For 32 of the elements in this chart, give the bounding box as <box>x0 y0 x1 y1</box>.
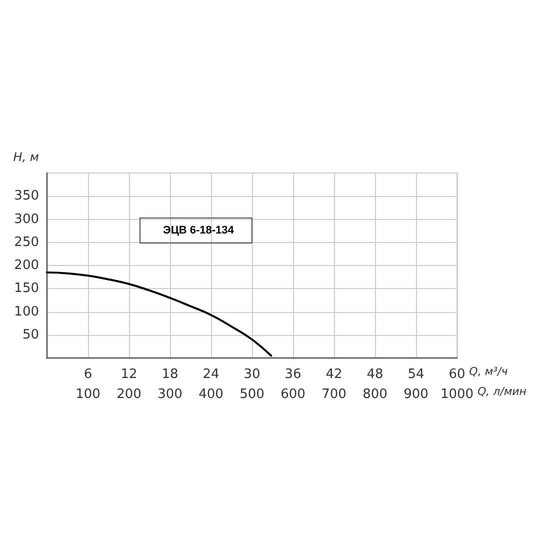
text: ЭЦВ 6-18-134 <box>163 224 235 236</box>
y-tick-label: 50 <box>22 327 39 342</box>
y-tick-label: 200 <box>14 258 39 273</box>
y-axis-title: H, м <box>13 150 39 164</box>
x-tick-label: 42 <box>326 367 342 382</box>
x-tick-label: 48 <box>366 367 384 382</box>
x2-tick-label: 800 <box>362 387 388 402</box>
x-tick-label: 36 <box>284 367 302 382</box>
x-axis-title: Q, м³/ч <box>469 365 508 378</box>
y-tick-label: 300 <box>14 212 39 227</box>
x2-axis-title: Q, л/мин <box>477 385 526 398</box>
x2-tick-label: 500 <box>240 387 264 402</box>
y-tick-label: 250 <box>14 234 39 250</box>
x2-tick-label: 1000 <box>440 387 474 402</box>
x-tick-label: 60 <box>448 367 466 382</box>
x2-tick-label: 400 <box>198 387 224 402</box>
x2-tick-label: 900 <box>404 387 428 402</box>
x-tick-label: 12 <box>120 367 138 382</box>
x2-tick-label: 200 <box>116 387 142 402</box>
x2-tick-label: 600 <box>280 387 306 402</box>
x2-tick-label: 100 <box>76 387 100 402</box>
x2-tick-label: 700 <box>322 387 346 402</box>
y-tick-label: 350 <box>14 188 39 204</box>
y-tick-label: 100 <box>14 304 39 320</box>
line-series <box>46 271 272 357</box>
x-tick-label: 6 <box>84 367 92 382</box>
x2-tick-label: 300 <box>158 387 182 402</box>
x-tick-label: 18 <box>162 367 178 382</box>
x-tick-label: 24 <box>202 367 220 382</box>
x-tick-label: 30 <box>244 367 260 382</box>
x-tick-label: 54 <box>408 367 424 382</box>
y-tick-label: 150 <box>14 281 39 296</box>
